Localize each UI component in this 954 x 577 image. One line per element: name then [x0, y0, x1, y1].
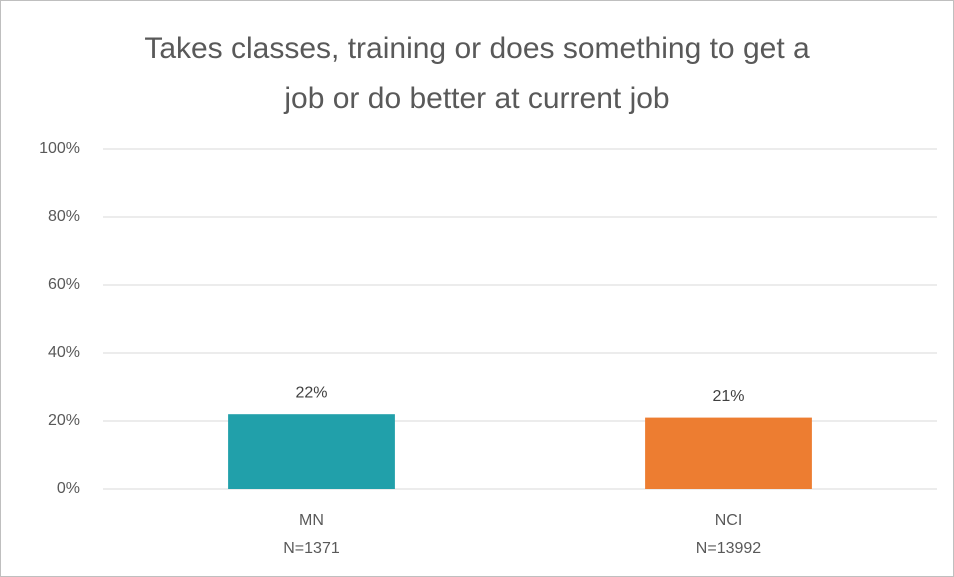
y-tick-label: 60% [48, 276, 80, 293]
chart-title: job or do better at current job [283, 82, 669, 115]
data-label: 22% [295, 384, 327, 401]
y-tick-label: 0% [57, 480, 80, 497]
x-tick-label: MN [299, 512, 324, 529]
bar [228, 414, 395, 489]
x-tick-label: N=13992 [696, 540, 761, 557]
y-tick-label: 100% [39, 140, 80, 157]
data-label: 21% [712, 388, 744, 405]
y-tick-label: 40% [48, 344, 80, 361]
bar [645, 417, 812, 489]
x-tick-label: N=1371 [283, 540, 340, 557]
y-tick-label: 20% [48, 412, 80, 429]
y-tick-label: 80% [48, 208, 80, 225]
x-tick-label: NCI [715, 512, 743, 529]
chart-title: Takes classes, training or does somethin… [144, 32, 810, 65]
